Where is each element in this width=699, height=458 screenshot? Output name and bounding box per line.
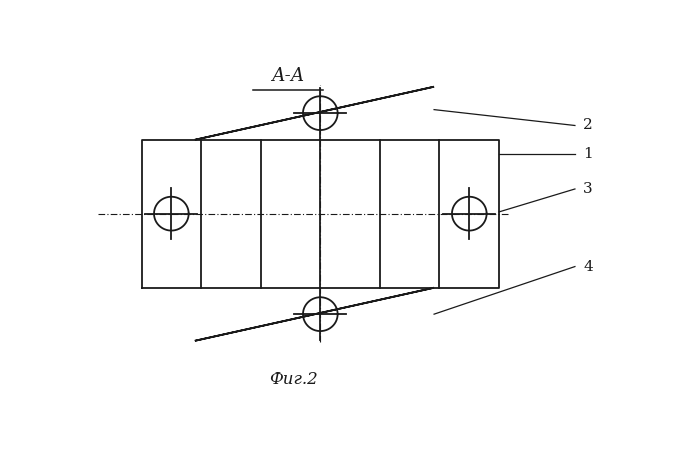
Text: 4: 4 <box>583 260 593 273</box>
Text: 2: 2 <box>583 119 593 132</box>
Text: 3: 3 <box>583 182 593 196</box>
Text: 1: 1 <box>583 147 593 161</box>
Text: А-А: А-А <box>271 67 305 85</box>
Text: Фиг.2: Фиг.2 <box>269 371 317 388</box>
